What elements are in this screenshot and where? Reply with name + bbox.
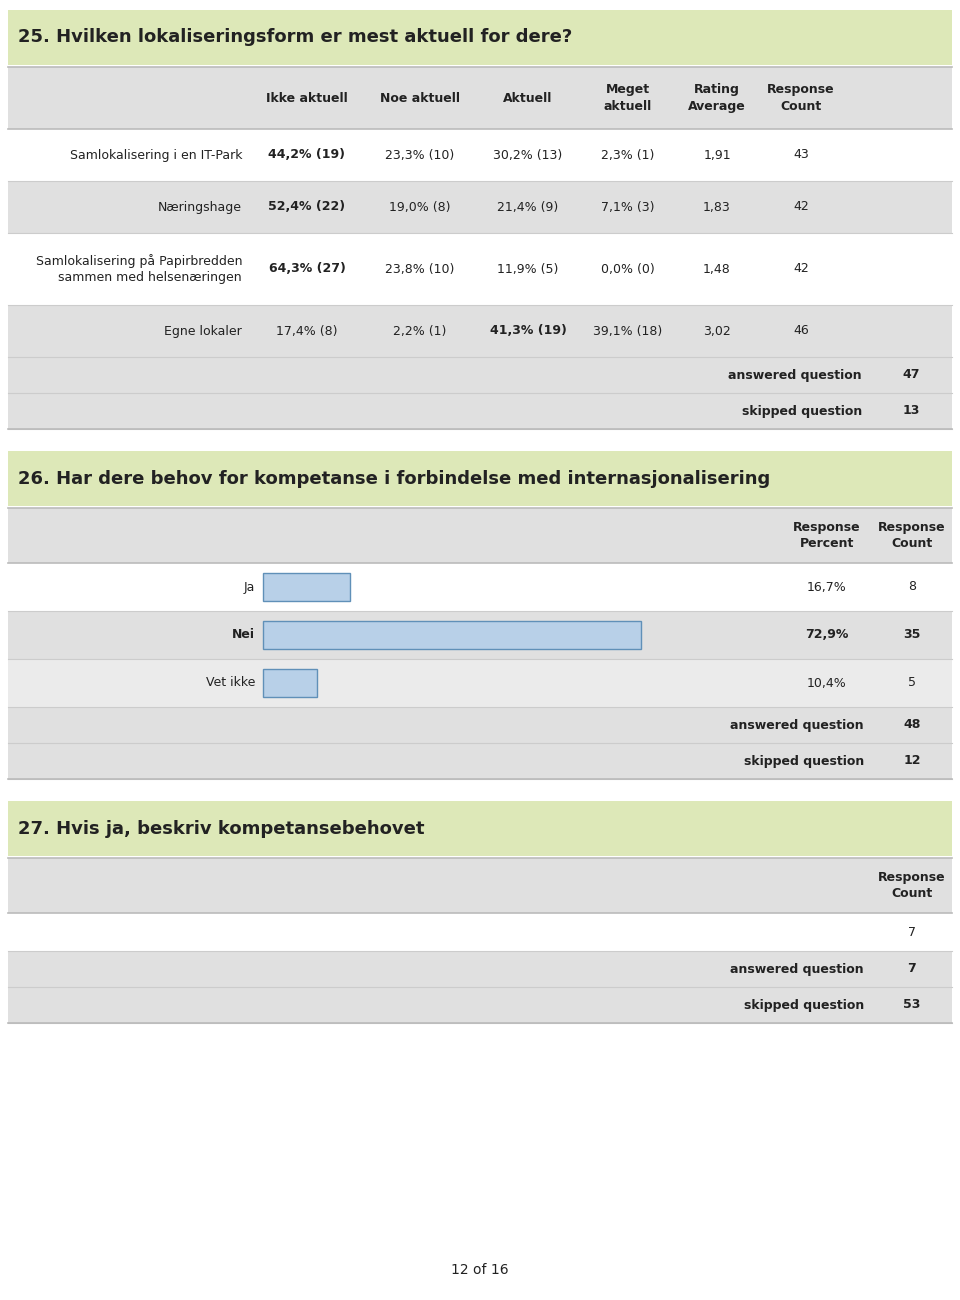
Text: answered question: answered question xyxy=(729,368,862,381)
Bar xyxy=(8,393,952,429)
Text: Vet ikke: Vet ikke xyxy=(205,676,255,689)
Text: 10,4%: 10,4% xyxy=(807,676,847,689)
Text: 1,91: 1,91 xyxy=(703,148,731,161)
Text: Egne lokaler: Egne lokaler xyxy=(164,325,242,338)
Text: Rating
Average: Rating Average xyxy=(688,83,746,113)
Bar xyxy=(8,358,952,393)
Text: 35: 35 xyxy=(903,628,921,641)
Text: skipped question: skipped question xyxy=(742,404,862,417)
Text: 72,9%: 72,9% xyxy=(805,628,849,641)
Bar xyxy=(8,913,952,952)
Bar xyxy=(8,10,952,65)
Text: 48: 48 xyxy=(903,719,921,732)
Text: 30,2% (13): 30,2% (13) xyxy=(493,148,563,161)
Text: answered question: answered question xyxy=(731,962,864,975)
Text: 43: 43 xyxy=(793,148,809,161)
Text: 26. Har dere behov for kompetanse i forbindelse med internasjonalisering: 26. Har dere behov for kompetanse i forb… xyxy=(18,469,770,488)
Text: Meget
aktuell: Meget aktuell xyxy=(604,83,652,113)
Text: 53: 53 xyxy=(903,998,921,1011)
Text: 1,83: 1,83 xyxy=(703,200,731,213)
Text: Ikke aktuell: Ikke aktuell xyxy=(266,91,348,104)
Text: 19,0% (8): 19,0% (8) xyxy=(389,200,451,213)
Text: 2,3% (1): 2,3% (1) xyxy=(601,148,655,161)
Text: 16,7%: 16,7% xyxy=(807,581,847,594)
Text: 52,4% (22): 52,4% (22) xyxy=(269,200,346,213)
Bar xyxy=(8,129,952,181)
Text: Samlokalisering på Papirbredden
sammen med helsenæringen: Samlokalisering på Papirbredden sammen m… xyxy=(36,254,242,285)
Text: 3,02: 3,02 xyxy=(703,325,731,338)
Text: Response
Count: Response Count xyxy=(878,871,946,900)
Bar xyxy=(8,744,952,779)
Bar xyxy=(263,621,641,649)
Text: 27. Hvis ja, beskriv kompetansebehovet: 27. Hvis ja, beskriv kompetansebehovet xyxy=(18,819,424,837)
Text: 1,48: 1,48 xyxy=(703,263,731,276)
Text: 11,9% (5): 11,9% (5) xyxy=(497,263,559,276)
Bar xyxy=(8,451,952,506)
Bar xyxy=(8,68,952,129)
Text: 7: 7 xyxy=(908,926,916,939)
Text: Samlokalisering i en IT-Park: Samlokalisering i en IT-Park xyxy=(69,148,242,161)
Bar xyxy=(8,801,952,855)
Text: 21,4% (9): 21,4% (9) xyxy=(497,200,559,213)
Text: 12 of 16: 12 of 16 xyxy=(451,1264,509,1277)
Text: Ja: Ja xyxy=(244,581,255,594)
Text: 39,1% (18): 39,1% (18) xyxy=(593,325,662,338)
Text: 12: 12 xyxy=(903,754,921,767)
Text: 7: 7 xyxy=(907,962,917,975)
Text: Noe aktuell: Noe aktuell xyxy=(380,91,460,104)
Bar xyxy=(8,987,952,1023)
Bar xyxy=(263,573,349,601)
Bar xyxy=(8,233,952,306)
Bar xyxy=(8,181,952,233)
Text: 5: 5 xyxy=(908,676,916,689)
Text: skipped question: skipped question xyxy=(744,754,864,767)
Text: 17,4% (8): 17,4% (8) xyxy=(276,325,338,338)
Bar xyxy=(8,707,952,744)
Bar xyxy=(8,508,952,563)
Bar xyxy=(8,858,952,913)
Text: 2,2% (1): 2,2% (1) xyxy=(394,325,446,338)
Bar xyxy=(8,306,952,358)
Text: 47: 47 xyxy=(902,368,920,381)
Text: 0,0% (0): 0,0% (0) xyxy=(601,263,655,276)
Text: 8: 8 xyxy=(908,581,916,594)
Text: Nei: Nei xyxy=(232,628,255,641)
Text: Aktuell: Aktuell xyxy=(503,91,553,104)
Text: 23,8% (10): 23,8% (10) xyxy=(385,263,455,276)
Text: Response
Count: Response Count xyxy=(878,521,946,550)
Bar xyxy=(8,952,952,987)
Text: skipped question: skipped question xyxy=(744,998,864,1011)
Text: 64,3% (27): 64,3% (27) xyxy=(269,263,346,276)
Text: Næringshage: Næringshage xyxy=(158,200,242,213)
Text: 41,3% (19): 41,3% (19) xyxy=(490,325,566,338)
Bar xyxy=(8,659,952,707)
Text: Response
Count: Response Count xyxy=(767,83,835,113)
Bar xyxy=(8,611,952,659)
Text: 42: 42 xyxy=(793,200,809,213)
Bar xyxy=(263,670,317,697)
Text: 42: 42 xyxy=(793,263,809,276)
Bar xyxy=(8,563,952,611)
Text: 25. Hvilken lokaliseringsform er mest aktuell for dere?: 25. Hvilken lokaliseringsform er mest ak… xyxy=(18,29,572,47)
Text: 46: 46 xyxy=(793,325,809,338)
Text: answered question: answered question xyxy=(731,719,864,732)
Text: 44,2% (19): 44,2% (19) xyxy=(269,148,346,161)
Text: 7,1% (3): 7,1% (3) xyxy=(601,200,655,213)
Text: 23,3% (10): 23,3% (10) xyxy=(385,148,455,161)
Text: 13: 13 xyxy=(902,404,920,417)
Text: Response
Percent: Response Percent xyxy=(793,521,861,550)
